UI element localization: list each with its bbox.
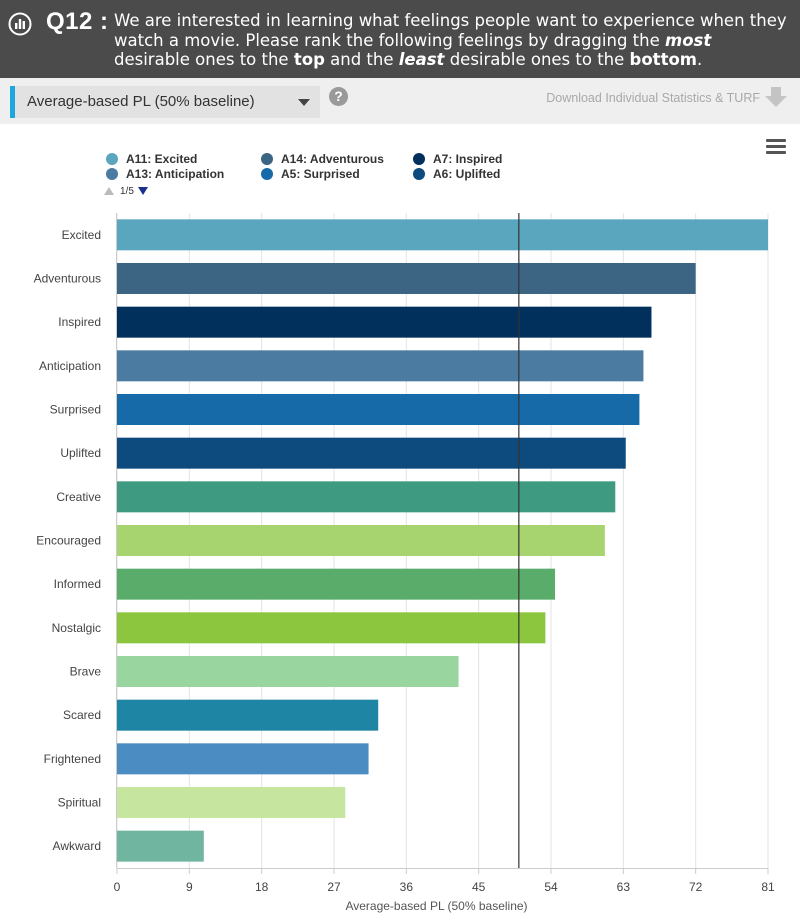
chevron-down-icon <box>298 99 310 106</box>
legend-label: A14: Adventurous <box>281 151 384 166</box>
select-accent-bar <box>10 86 15 118</box>
legend-item[interactable]: A13: Anticipation <box>106 166 224 181</box>
category-label: Informed <box>54 577 101 591</box>
category-label: Adventurous <box>34 272 101 286</box>
bar[interactable] <box>117 481 616 513</box>
bar[interactable] <box>117 350 644 382</box>
bar[interactable] <box>117 656 459 687</box>
legend-item[interactable]: A11: Excited <box>106 151 197 166</box>
x-tick-label: 45 <box>472 880 486 894</box>
question-text-part: least <box>398 50 445 69</box>
category-label: Encouraged <box>36 534 101 548</box>
metric-dropdown[interactable]: Average-based PL (50% baseline) <box>15 86 320 118</box>
legend-item[interactable]: A14: Adventurous <box>261 151 384 166</box>
category-label: Creative <box>56 490 101 504</box>
category-label: Frightened <box>44 752 101 766</box>
help-icon[interactable]: ? <box>329 87 348 106</box>
question-text-part: and the <box>324 50 399 69</box>
legend-dot-icon <box>106 167 118 180</box>
legend-item[interactable]: A7: Inspired <box>413 151 502 166</box>
question-text-part: . <box>696 50 703 69</box>
legend-label: A6: Uplifted <box>433 166 501 181</box>
x-tick-label: 0 <box>114 880 121 894</box>
question-number: Q12 : <box>46 8 109 35</box>
legend-dot-icon <box>261 167 273 180</box>
bar[interactable] <box>117 699 379 731</box>
category-label: Uplifted <box>60 446 101 460</box>
metric-dropdown-value: Average-based PL (50% baseline) <box>27 93 255 110</box>
question-text-part: top <box>293 50 325 69</box>
category-label: Awkward <box>53 839 101 853</box>
legend-page-indicator: 1/5 <box>120 185 134 197</box>
bar[interactable] <box>117 787 346 818</box>
legend-dot-icon <box>413 152 425 165</box>
question-text: We are interested in learning what feeli… <box>114 11 790 70</box>
legend-item[interactable]: A6: Uplifted <box>413 166 500 181</box>
legend-dot-icon <box>261 152 273 165</box>
question-text-part: bottom <box>629 50 697 69</box>
x-axis-title: Average-based PL (50% baseline) <box>345 899 527 913</box>
x-tick-label: 54 <box>544 880 558 894</box>
question-text-part: most <box>665 30 712 50</box>
bar[interactable] <box>117 525 605 556</box>
legend-prev-arrow-icon[interactable] <box>104 187 114 195</box>
x-tick-label: 18 <box>255 880 269 894</box>
x-tick-label: 27 <box>327 880 341 894</box>
bar[interactable] <box>117 306 652 338</box>
legend-dot-icon <box>413 167 425 180</box>
legend-label: A13: Anticipation <box>126 166 225 181</box>
x-tick-label: 81 <box>761 880 775 894</box>
bar[interactable] <box>117 263 696 294</box>
legend-label: A5: Surprised <box>281 166 360 181</box>
legend-pager: 1/5 <box>104 184 148 198</box>
x-tick-label: 9 <box>186 880 193 894</box>
bar[interactable] <box>117 612 546 644</box>
question-text-part: We are interested in learning what feeli… <box>114 11 787 50</box>
x-tick-label: 72 <box>689 880 703 894</box>
question-text-part: desirable ones to the <box>114 50 294 69</box>
category-label: Surprised <box>50 403 101 417</box>
legend-item[interactable]: A5: Surprised <box>261 166 360 181</box>
question-text-part: desirable ones to the <box>444 50 630 69</box>
chart-menu-icon[interactable] <box>766 139 786 155</box>
category-label: Scared <box>63 708 101 722</box>
legend-next-arrow-icon[interactable] <box>137 187 148 195</box>
x-tick-label: 36 <box>400 880 414 894</box>
bar[interactable] <box>117 219 768 251</box>
bar[interactable] <box>117 830 204 862</box>
bar[interactable] <box>117 568 556 600</box>
category-label: Brave <box>70 665 102 679</box>
legend-label: A11: Excited <box>126 151 198 166</box>
chart-icon[interactable] <box>8 12 32 36</box>
legend-dot-icon <box>106 152 118 165</box>
question-header: Q12 : We are interested in learning what… <box>0 0 800 78</box>
bar[interactable] <box>117 743 369 775</box>
category-label: Spiritual <box>58 796 101 810</box>
category-label: Nostalgic <box>52 621 101 635</box>
category-label: Anticipation <box>39 359 101 373</box>
category-label: Inspired <box>58 315 101 329</box>
legend-label: A7: Inspired <box>433 151 503 166</box>
x-tick-label: 63 <box>617 880 631 894</box>
category-label: Excited <box>62 228 101 242</box>
bar[interactable] <box>117 437 626 469</box>
bar[interactable] <box>117 394 640 425</box>
download-arrow-icon[interactable] <box>764 86 788 108</box>
download-link[interactable]: Download Individual Statistics & TURF <box>546 91 760 105</box>
